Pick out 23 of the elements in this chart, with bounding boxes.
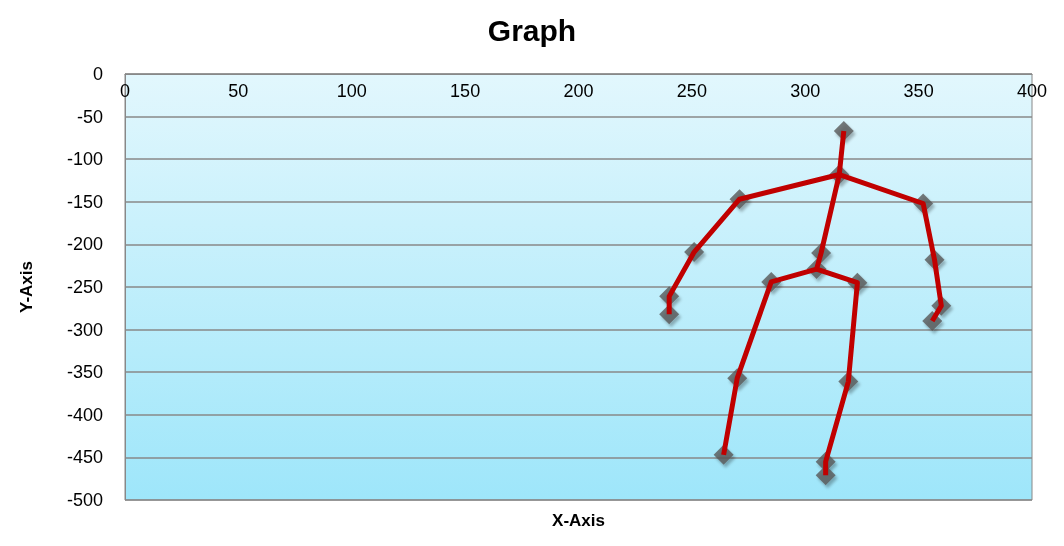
x-tick-label: 100 bbox=[336, 81, 367, 101]
y-tick-label: -250 bbox=[66, 277, 103, 297]
y-tick-label: -350 bbox=[66, 362, 103, 383]
y-tick-label: -50 bbox=[76, 106, 103, 127]
y-axis-title: Y-Axis bbox=[17, 261, 36, 313]
y-tick-label: -100 bbox=[66, 149, 103, 170]
x-tick-label: 250 bbox=[676, 81, 707, 101]
x-tick-label: 300 bbox=[790, 81, 821, 101]
x-tick-label: 200 bbox=[563, 81, 594, 101]
y-tick-label: -400 bbox=[66, 404, 103, 425]
x-tick-label: 350 bbox=[903, 81, 934, 101]
y-tick-label: -150 bbox=[66, 191, 103, 212]
x-tick-label: 400 bbox=[1016, 81, 1048, 101]
chart-title: Graph bbox=[487, 13, 577, 47]
y-tick-label: -500 bbox=[66, 490, 103, 510]
x-tick-label: 0 bbox=[119, 81, 131, 101]
x-axis-title: X-Axis bbox=[552, 511, 605, 530]
y-tick-label: 0 bbox=[92, 64, 103, 84]
y-tick-label: -200 bbox=[66, 234, 103, 255]
x-tick-label: 150 bbox=[450, 81, 481, 101]
x-tick-label: 50 bbox=[228, 81, 249, 101]
y-tick-label: -300 bbox=[66, 319, 103, 340]
y-tick-label: -450 bbox=[66, 447, 103, 468]
